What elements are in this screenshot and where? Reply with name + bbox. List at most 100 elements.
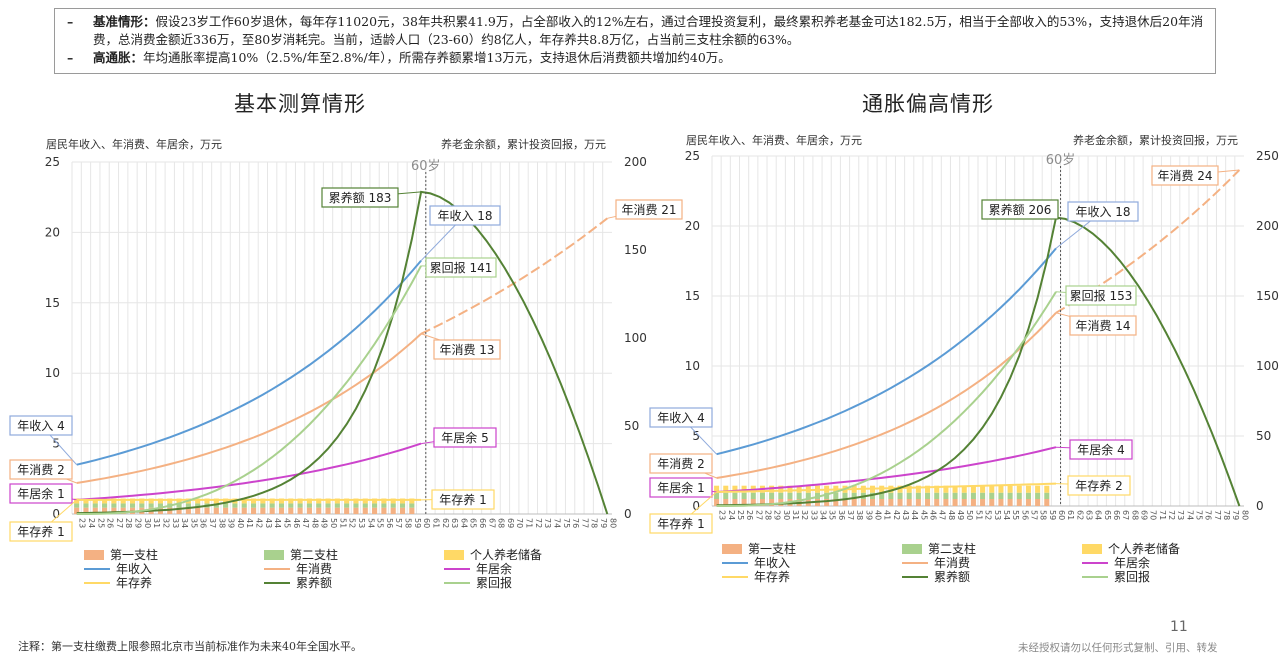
callout-box [433, 339, 501, 360]
bar-pillar2 [316, 503, 322, 508]
bar-pillar2 [102, 503, 108, 508]
x-tick-label: 66 [478, 518, 487, 528]
legend-label: 年收入 [116, 562, 153, 576]
bar-pillar3 [111, 498, 117, 504]
bar-pillar3 [906, 485, 912, 493]
x-tick-label: 78 [590, 518, 599, 528]
callout-income_start: 年收入 4 [17, 419, 64, 433]
bar-pillar2 [1025, 492, 1031, 499]
bar-pillar1 [970, 499, 976, 506]
bar-pillar3 [897, 485, 903, 493]
bar-pillar3 [925, 485, 931, 493]
x-tick-label: 67 [487, 518, 496, 528]
bar-pillar3 [952, 485, 958, 493]
legend-label: 累养额 [296, 576, 333, 590]
bar-pillar1 [741, 499, 747, 506]
bar-pillar2 [409, 503, 415, 508]
bar-pillar2 [769, 492, 775, 499]
bar-pillar1 [362, 507, 368, 514]
legend-item-income: 年收入 [722, 554, 790, 571]
bar-pillar1 [232, 507, 238, 514]
x-tick-label: 50 [329, 518, 338, 528]
bar-pillar1 [74, 507, 80, 514]
series-line-pension [76, 190, 609, 515]
y-tick-label: 0 [692, 499, 700, 513]
summary-item-inflation: – 高通胀：年均通胀率提高10%（2.5%/年至2.8%/年），所需存养额累增1… [65, 49, 1205, 67]
bar-pillar3 [297, 498, 303, 504]
callout-box [981, 199, 1059, 220]
bar-pillar3 [269, 498, 275, 504]
bar-pillar1 [185, 507, 191, 514]
bar-pillar2 [185, 503, 191, 508]
series-line-consumption [76, 333, 422, 484]
bar-pillar2 [723, 492, 729, 499]
x-tick-label: 23 [718, 510, 727, 520]
x-tick-label: 47 [938, 510, 947, 520]
bar-pillar1 [952, 499, 958, 506]
legend-label: 累回报 [476, 576, 513, 590]
bar-pillar1 [888, 499, 894, 506]
x-tick-label: 26 [745, 510, 754, 520]
callout-saving_60: 年存养 1 [439, 492, 486, 507]
x-tick-label: 40 [236, 518, 245, 528]
x-tick-label: 77 [1213, 510, 1222, 520]
legend-label: 第二支柱 [290, 548, 339, 562]
x-tick-label: 66 [1112, 510, 1121, 520]
summary-label: 高通胀： [93, 50, 144, 65]
bar-pillar1 [1044, 499, 1050, 506]
bar-pillar3 [409, 498, 415, 504]
y2-tick-label: 200 [1256, 219, 1279, 233]
bar-pillar3 [92, 498, 98, 504]
x-tick-label: 78 [1222, 510, 1231, 520]
y2-tick-label: 100 [1256, 359, 1279, 373]
callout-income_end: 年收入 18 [1075, 205, 1130, 219]
bar-pillar2 [83, 503, 89, 508]
x-tick-label: 70 [515, 518, 524, 528]
bar-pillar3 [732, 485, 738, 493]
swatch [444, 549, 464, 560]
x-tick-label: 29 [773, 510, 782, 520]
swatch [1082, 575, 1108, 578]
x-tick-label: 75 [562, 518, 571, 528]
bar-pillar2 [139, 503, 145, 508]
bar-pillar1 [934, 499, 940, 506]
y-tick-label: 20 [685, 219, 700, 233]
callout-box [9, 415, 73, 436]
y2-tick-label: 150 [1256, 289, 1279, 303]
x-tick-label: 64 [459, 518, 468, 528]
bar-pillar2 [989, 492, 995, 499]
bar-pillar2 [269, 503, 275, 508]
callout-return_end: 累回报 153 [1070, 288, 1133, 303]
y2-tick-label: 250 [1256, 149, 1279, 163]
x-tick-label: 72 [1167, 510, 1176, 520]
bar-pillar2 [759, 492, 765, 499]
bar-pillar2 [787, 492, 793, 499]
rights-notice: 未经授权请勿以任何形式复制、引用、转发 [1018, 642, 1218, 654]
bar-pillar3 [176, 498, 182, 504]
swatch [84, 549, 104, 560]
bar-pillar3 [399, 498, 406, 504]
bar-pillar2 [390, 503, 396, 508]
bar-pillar1 [860, 499, 866, 506]
bar-pillar2 [399, 503, 406, 508]
bar-pillar2 [157, 503, 164, 508]
x-tick-label: 31 [791, 510, 800, 520]
x-tick-label: 28 [763, 510, 772, 520]
x-tick-label: 53 [357, 518, 366, 528]
callout-peak: 累养额 183 [329, 190, 392, 205]
x-tick-label: 48 [947, 510, 956, 520]
y-tick-label: 0 [52, 507, 60, 521]
bar-pillar2 [213, 503, 219, 508]
bar-pillar2 [148, 503, 154, 508]
x-tick-label: 76 [571, 518, 580, 528]
bar-pillar1 [906, 499, 912, 506]
swatch [1082, 561, 1108, 564]
callout-income_end: 年收入 18 [437, 209, 492, 223]
bar-pillar3 [1035, 485, 1041, 493]
bar-pillar2 [1007, 492, 1013, 499]
legend-label: 年居余 [476, 562, 513, 576]
bar-pillar2 [74, 503, 80, 508]
swatch [444, 581, 470, 584]
left-axis-title: 居民年收入、年消费、年居余，万元 [46, 137, 222, 151]
legend-label: 年消费 [296, 562, 333, 576]
